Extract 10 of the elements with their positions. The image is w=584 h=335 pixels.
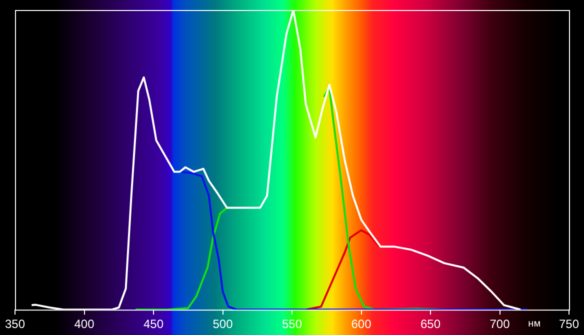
x-tick-label: 400 bbox=[74, 317, 95, 332]
x-tick-label: 750 bbox=[558, 317, 580, 332]
x-tick-label: 600 bbox=[351, 317, 372, 332]
x-tick-label: 650 bbox=[420, 317, 441, 332]
x-tick-label: 450 bbox=[143, 317, 164, 332]
x-tick-label: 700 bbox=[490, 317, 510, 332]
x-tick-label: 350 bbox=[4, 317, 26, 332]
x-axis-title: нм bbox=[528, 318, 541, 330]
x-tick-label: 500 bbox=[212, 317, 234, 332]
x-tick-label: 550 bbox=[282, 317, 302, 332]
